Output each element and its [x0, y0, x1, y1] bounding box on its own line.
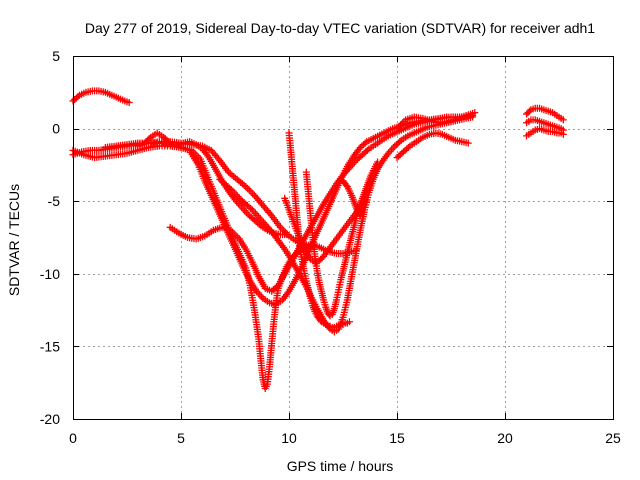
- data-point: [404, 143, 412, 151]
- x-tick-label: 15: [389, 430, 405, 446]
- series-arc-14: [523, 104, 567, 124]
- data-point: [125, 98, 133, 106]
- data-point: [145, 135, 153, 143]
- y-tick-label: 5: [52, 48, 60, 64]
- x-axis-label: GPS time / hours: [287, 458, 394, 474]
- data-point: [255, 220, 263, 228]
- x-tick-label: 10: [281, 430, 297, 446]
- x-tick-label: 20: [497, 430, 513, 446]
- data-point: [525, 107, 533, 115]
- series-arc-16: [523, 125, 567, 140]
- data-point: [283, 231, 291, 239]
- y-tick-label: -10: [40, 266, 60, 282]
- data-point: [367, 175, 375, 183]
- data-point: [396, 138, 404, 146]
- y-tick-label: -15: [40, 338, 60, 354]
- data-point: [165, 138, 173, 146]
- series-arc-10: [339, 175, 375, 220]
- data-point: [471, 109, 479, 117]
- x-tick-label: 0: [69, 430, 77, 446]
- series-arc-11: [134, 129, 291, 239]
- data-point: [559, 116, 567, 124]
- data-point: [464, 139, 472, 147]
- data-marks: [69, 87, 567, 393]
- series-arc-9: [281, 194, 366, 266]
- data-point: [247, 204, 255, 212]
- data-point: [74, 93, 82, 101]
- plot-frame: [73, 56, 614, 420]
- series-arc-13: [393, 109, 479, 133]
- y-axis-label: SDTVAR / TECUs: [6, 184, 22, 296]
- data-point: [345, 318, 353, 326]
- y-tick-label: -5: [48, 193, 61, 209]
- x-tick-label: 25: [605, 430, 621, 446]
- y-tick-label: 0: [52, 121, 60, 137]
- data-point: [361, 139, 369, 147]
- y-tick-label: -20: [40, 411, 60, 427]
- data-point: [363, 146, 371, 154]
- data-point: [559, 130, 567, 138]
- chart-title: Day 277 of 2019, Sidereal Day-to-day VTE…: [85, 20, 595, 36]
- x-tick-label: 5: [177, 430, 185, 446]
- series-arc-12: [393, 129, 472, 162]
- data-point: [374, 158, 382, 166]
- data-point: [342, 181, 350, 189]
- series-arc-7: [285, 129, 353, 332]
